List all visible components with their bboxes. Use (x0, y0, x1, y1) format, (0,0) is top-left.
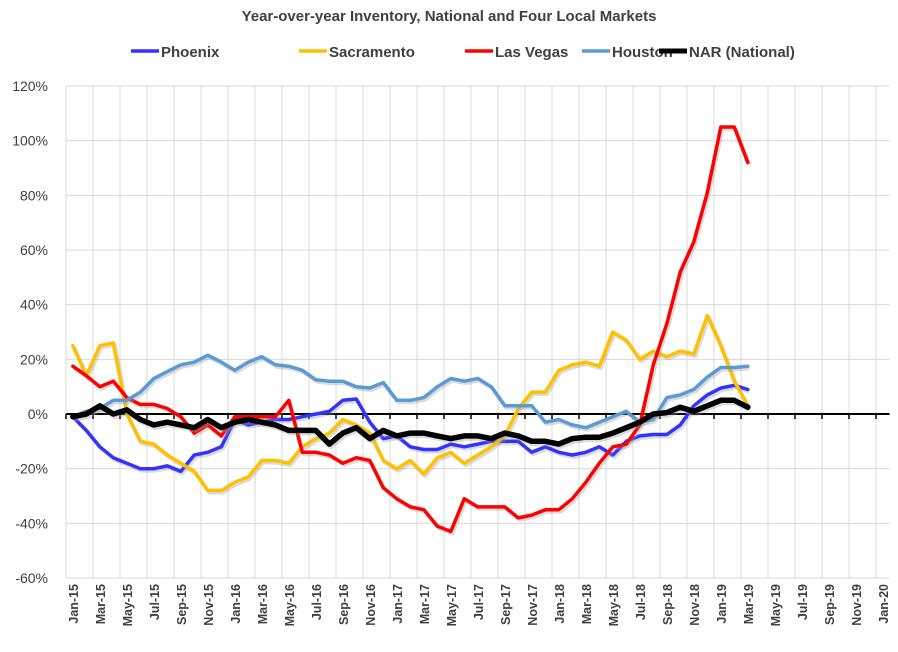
x-tick-label: Jan-17 (391, 584, 405, 624)
x-tick-label: Nov-16 (364, 584, 378, 626)
x-tick-label: Nov-17 (526, 584, 540, 626)
y-tick-label: 120% (12, 78, 48, 94)
series-line-las-vegas (71, 125, 750, 534)
x-tick-label: Mar-16 (256, 584, 270, 624)
x-tick-label: May-19 (769, 584, 783, 626)
series-shadow (73, 127, 752, 536)
x-tick-label: May-18 (607, 584, 621, 626)
y-tick-label: 100% (12, 133, 48, 149)
legend-label: Sacramento (329, 44, 415, 61)
y-tick-label: 0% (28, 406, 48, 422)
x-tick-label: Jul-19 (796, 584, 810, 620)
x-tick-label: May-16 (283, 584, 297, 626)
x-tick-label: Mar-17 (418, 584, 432, 624)
x-tick-label: Jan-18 (553, 584, 567, 624)
x-tick-label: Sep-16 (337, 584, 351, 625)
y-tick-label: -40% (15, 515, 48, 531)
y-tick-label: 40% (20, 297, 48, 313)
x-tick-label: Jan-16 (229, 584, 243, 624)
x-tick-label: Sep-15 (175, 584, 189, 625)
series-lines (70, 125, 752, 536)
x-tick-label: Nov-18 (688, 584, 702, 626)
x-tick-label: Sep-18 (661, 584, 675, 625)
chart-title: Year-over-year Inventory, National and F… (242, 8, 657, 25)
y-tick-label: -20% (15, 461, 48, 477)
y-tick-label: 60% (20, 242, 48, 258)
x-tick-label: Nov-19 (850, 584, 864, 626)
x-tick-label: Jul-16 (310, 584, 324, 620)
series-line-nar-national (70, 397, 751, 447)
x-tick-label: Jul-17 (472, 584, 486, 620)
x-tick-label: May-17 (445, 584, 459, 626)
legend-item: NAR (National) (659, 44, 795, 61)
legend-item: Houston (582, 44, 673, 61)
x-tick-label: May-15 (121, 584, 135, 626)
x-tick-label: Mar-18 (580, 584, 594, 624)
legend-label: Houston (612, 44, 673, 61)
legend-item: Sacramento (299, 44, 415, 61)
x-tick-label: Sep-19 (823, 584, 837, 625)
x-tick-label: Jul-15 (148, 584, 162, 620)
legend-item: Las Vegas (465, 44, 568, 61)
x-tick-label: Jan-15 (67, 584, 81, 624)
x-tick-label: Jan-19 (715, 584, 729, 624)
legend-label: Las Vegas (495, 44, 568, 61)
legend-label: NAR (National) (689, 44, 795, 61)
y-tick-label: 20% (20, 351, 48, 367)
x-tick-label: Mar-15 (94, 584, 108, 624)
x-axis: Jan-15 Mar-15 May-15 Jul-15 Sep-15 Nov-15 Jan-… (65, 413, 891, 626)
series-line-houston (71, 353, 750, 430)
y-tick-label: -60% (15, 570, 48, 586)
x-tick-label: Mar-19 (742, 584, 756, 624)
legend: Phoenix Sacramento Las Vegas Houston NAR (Na… (131, 44, 795, 61)
y-tick-label: 80% (20, 187, 48, 203)
gridlines (65, 85, 890, 579)
legend-item: Phoenix (131, 44, 220, 61)
x-tick-label: Jan-20 (877, 584, 891, 624)
x-tick-label: Jul-18 (634, 584, 648, 620)
y-axis: -60% -40% -20% 0% 20% 40% 60% 80% 100% 120% (12, 78, 48, 586)
legend-label: Phoenix (161, 44, 220, 61)
series-line-sacramento (71, 313, 750, 493)
x-tick-label: Sep-17 (499, 584, 513, 625)
x-tick-label: Nov-15 (202, 584, 216, 626)
